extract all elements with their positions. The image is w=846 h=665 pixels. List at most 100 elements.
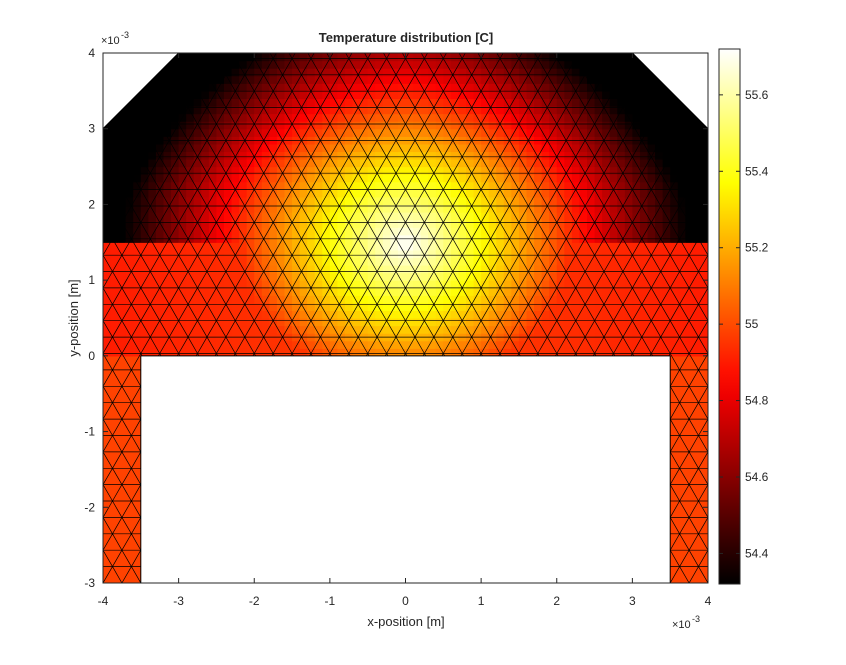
field-cell bbox=[450, 143, 460, 153]
field-cell bbox=[269, 287, 278, 296]
field-cell bbox=[329, 98, 339, 107]
field-cell bbox=[231, 75, 240, 84]
field-cell bbox=[140, 159, 149, 168]
field-cell bbox=[617, 272, 626, 281]
field-cell bbox=[269, 53, 278, 62]
field-cell bbox=[624, 98, 633, 107]
field-cell bbox=[239, 53, 248, 62]
field-cell bbox=[496, 287, 505, 296]
field-cell bbox=[390, 113, 399, 122]
field-cell bbox=[155, 249, 165, 259]
field-cell bbox=[231, 257, 240, 266]
field-cell bbox=[420, 212, 429, 221]
field-cell bbox=[178, 98, 187, 107]
field-cell bbox=[201, 272, 210, 281]
field-cell bbox=[435, 272, 444, 281]
field-cell bbox=[405, 143, 414, 153]
field-cell bbox=[443, 53, 452, 62]
field-cell bbox=[617, 181, 626, 190]
field-cell bbox=[587, 219, 596, 228]
field-cell bbox=[284, 280, 293, 289]
field-cell bbox=[564, 348, 573, 357]
field-cell bbox=[103, 386, 112, 395]
field-cell bbox=[594, 68, 603, 77]
field-cell bbox=[617, 325, 626, 334]
field-cell bbox=[246, 83, 255, 92]
field-cell bbox=[352, 310, 361, 319]
field-cell bbox=[466, 128, 475, 137]
field-cell bbox=[556, 302, 565, 312]
field-cell bbox=[609, 128, 618, 137]
field-cell bbox=[481, 128, 490, 137]
field-cell bbox=[171, 106, 180, 115]
field-cell bbox=[375, 75, 384, 84]
field-cell bbox=[148, 128, 157, 137]
field-cell bbox=[140, 265, 149, 274]
field-cell bbox=[541, 325, 550, 334]
field-cell bbox=[518, 227, 528, 236]
field-cell bbox=[299, 325, 308, 334]
field-cell bbox=[284, 242, 293, 251]
field-cell bbox=[163, 249, 172, 259]
field-cell bbox=[534, 143, 543, 153]
field-cell bbox=[133, 401, 142, 410]
field-cell bbox=[299, 272, 308, 281]
field-cell bbox=[571, 166, 581, 175]
field-cell bbox=[526, 151, 535, 160]
field-cell bbox=[587, 98, 596, 107]
field-cell bbox=[239, 196, 248, 206]
field-cell bbox=[458, 227, 467, 236]
field-cell bbox=[420, 151, 429, 160]
field-cell bbox=[178, 113, 187, 122]
field-cell bbox=[488, 90, 497, 100]
field-cell bbox=[435, 280, 444, 289]
field-cell bbox=[269, 212, 278, 221]
field-cell bbox=[246, 204, 255, 213]
field-cell bbox=[632, 75, 641, 84]
field-cell bbox=[382, 143, 391, 153]
field-cell bbox=[125, 257, 134, 266]
field-cell bbox=[292, 318, 301, 327]
field-cell bbox=[329, 60, 339, 69]
field-cell bbox=[322, 227, 331, 236]
field-cell bbox=[329, 219, 339, 228]
field-cell bbox=[178, 166, 187, 175]
field-cell bbox=[246, 181, 255, 190]
field-cell bbox=[473, 189, 482, 198]
field-cell bbox=[466, 143, 475, 153]
field-cell bbox=[110, 143, 119, 153]
field-cell bbox=[571, 121, 581, 130]
field-cell bbox=[171, 249, 180, 259]
field-cell bbox=[118, 424, 127, 433]
field-cell bbox=[118, 196, 127, 206]
field-cell bbox=[594, 272, 603, 281]
field-cell bbox=[155, 166, 165, 175]
field-cell bbox=[503, 212, 512, 221]
field-cell bbox=[458, 257, 467, 266]
field-cell bbox=[503, 83, 512, 92]
field-cell bbox=[261, 90, 270, 100]
field-cell bbox=[481, 310, 490, 319]
field-cell bbox=[337, 196, 346, 206]
field-cell bbox=[201, 90, 210, 100]
field-cell bbox=[609, 340, 618, 349]
field-cell bbox=[246, 189, 255, 198]
field-cell bbox=[420, 265, 429, 274]
field-cell bbox=[534, 257, 543, 266]
field-cell bbox=[609, 204, 618, 213]
field-cell bbox=[413, 90, 422, 100]
field-cell bbox=[382, 340, 391, 349]
field-cell bbox=[276, 75, 286, 84]
field-cell bbox=[254, 68, 263, 77]
field-cell bbox=[352, 98, 361, 107]
field-cell bbox=[239, 83, 248, 92]
field-cell bbox=[231, 196, 240, 206]
field-cell bbox=[587, 68, 596, 77]
field-cell bbox=[609, 295, 618, 304]
field-cell bbox=[360, 98, 369, 107]
field-cell bbox=[329, 242, 339, 251]
field-cell bbox=[624, 348, 633, 357]
field-cell bbox=[155, 302, 165, 312]
field-cell bbox=[224, 280, 233, 289]
field-cell bbox=[193, 204, 202, 213]
